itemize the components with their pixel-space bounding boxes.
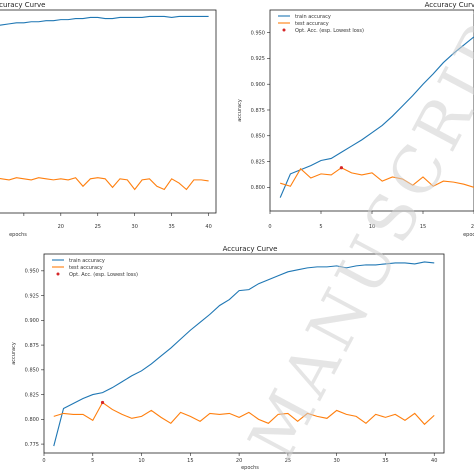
chart-title: Accuracy Curve	[425, 1, 474, 9]
series-line-train	[53, 261, 435, 447]
y-tick-label: 0.900	[25, 318, 39, 324]
series-line-train	[279, 36, 474, 198]
watermark: MANUSCRIPT	[235, 0, 474, 472]
y-tick-label: 0.800	[251, 185, 265, 191]
y-tick-label: 0.950	[25, 269, 39, 275]
x-tick-label: 5	[91, 458, 94, 464]
x-tick-label: 10	[369, 224, 375, 230]
x-axis-label: epochs	[463, 232, 474, 238]
watermark-text: MANUSCRIPT	[235, 0, 474, 472]
x-tick-label: 0	[268, 224, 271, 230]
y-tick-label: 0.825	[25, 392, 39, 398]
legend-label: Opt. Acc. (esp. Lowest loss)	[295, 28, 364, 34]
axes-frame	[43, 253, 445, 454]
chart-panel-1: Accuracy Curve 20 25 30 35 40 epochs	[0, 1, 217, 238]
x-tick-label: 35	[168, 224, 174, 230]
y-tick-label: 0.925	[25, 293, 39, 299]
legend-label: train accuracy	[295, 14, 331, 20]
opt-accuracy-marker	[100, 400, 105, 405]
series-line-test	[0, 177, 209, 191]
x-tick-label: 15	[420, 224, 426, 230]
x-tick-label: 10	[138, 458, 144, 464]
x-tick-label: 30	[333, 458, 339, 464]
y-tick-label: 0.875	[251, 108, 265, 114]
x-tick-label: 25	[95, 224, 101, 230]
x-tick-label: 30	[132, 224, 138, 230]
x-tick-label: 15	[187, 458, 193, 464]
x-tick-label: 20	[58, 224, 64, 230]
y-tick-label: 0.825	[251, 159, 265, 165]
y-tick-label: 0.775	[25, 442, 39, 448]
legend-swatch-opt	[282, 28, 286, 32]
x-tick-label: 40	[431, 458, 437, 464]
x-tick-label: 20	[236, 458, 242, 464]
chart-panel-3: Accuracy Curve 0 5 10 15 20 25 30 35 40 epochs 0.77…	[11, 245, 445, 471]
y-axis-label: accuracy	[237, 99, 243, 122]
x-tick-label: 0	[42, 458, 45, 464]
legend-label: train accuracy	[69, 258, 105, 264]
y-tick-label: 0.800	[25, 417, 39, 423]
y-tick-label: 0.900	[251, 82, 265, 88]
legend-swatch-opt	[56, 272, 60, 276]
axes-frame	[0, 9, 217, 214]
x-tick-label: 35	[382, 458, 388, 464]
x-tick-label: 20	[471, 224, 474, 230]
chart-title: Accuracy Curve	[223, 245, 278, 253]
y-tick-label: 0.925	[251, 56, 265, 62]
x-axis-label: epochs	[9, 232, 27, 238]
y-tick-label: 0.875	[25, 343, 39, 349]
chart-title: Accuracy Curve	[0, 1, 45, 9]
y-tick-label: 0.850	[25, 368, 39, 374]
series-line-train	[0, 15, 209, 26]
legend-label: test accuracy	[295, 21, 329, 27]
x-tick-label: 5	[319, 224, 322, 230]
y-tick-label: 0.950	[251, 30, 265, 36]
chart-panel-2: Accuracy Curve 0 5 10 15 20 epochs 0.800 0.825 0.…	[237, 1, 474, 238]
series-line-test	[53, 401, 435, 426]
series-line-test	[280, 167, 474, 188]
legend-label: test accuracy	[69, 265, 103, 271]
y-axis-label: accuracy	[11, 342, 17, 365]
y-tick-label: 0.850	[251, 134, 265, 140]
x-axis-label: epochs	[241, 465, 259, 471]
x-tick-label: 25	[285, 458, 291, 464]
opt-accuracy-marker	[339, 166, 343, 170]
legend-label: Opt. Acc. (esp. Lowest loss)	[69, 272, 138, 278]
x-tick-label: 40	[205, 224, 211, 230]
